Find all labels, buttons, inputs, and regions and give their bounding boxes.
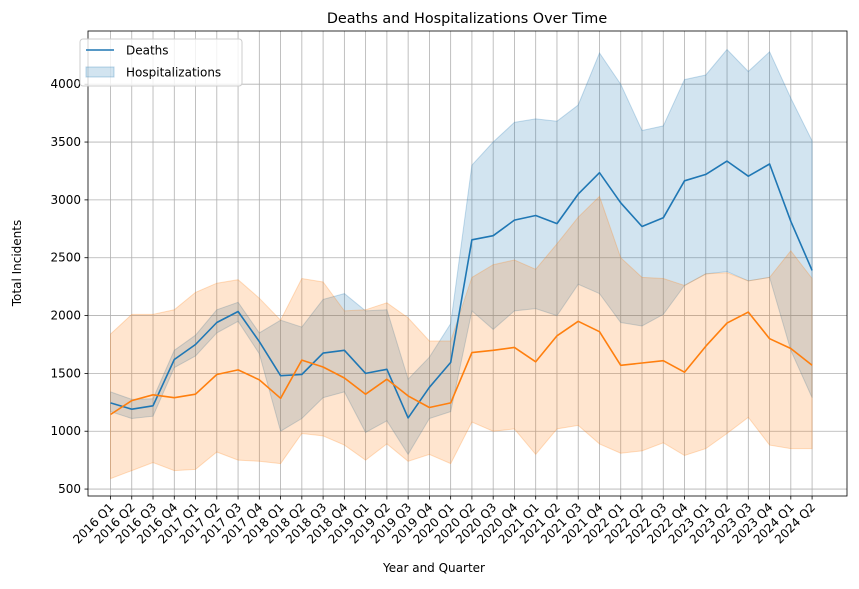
y-tick-label: 500 <box>58 482 81 496</box>
y-tick-label: 2500 <box>50 251 81 265</box>
y-tick-label: 1500 <box>50 366 81 380</box>
legend: Deaths Hospitalizations <box>80 39 242 86</box>
legend-hospitalizations-label: Hospitalizations <box>126 66 221 80</box>
x-axis-label: Year and Quarter <box>382 561 485 575</box>
y-axis-label: Total Incidents <box>10 220 24 307</box>
y-tick-label: 1000 <box>50 424 81 438</box>
legend-hospitalizations-swatch <box>86 67 114 77</box>
legend-deaths-label: Deaths <box>126 44 169 58</box>
chart-title: Deaths and Hospitalizations Over Time <box>327 11 608 27</box>
y-tick-label: 2000 <box>50 309 81 323</box>
y-tick-label: 3500 <box>50 135 81 149</box>
y-tick-label: 3000 <box>50 193 81 207</box>
y-tick-label: 4000 <box>50 77 81 91</box>
